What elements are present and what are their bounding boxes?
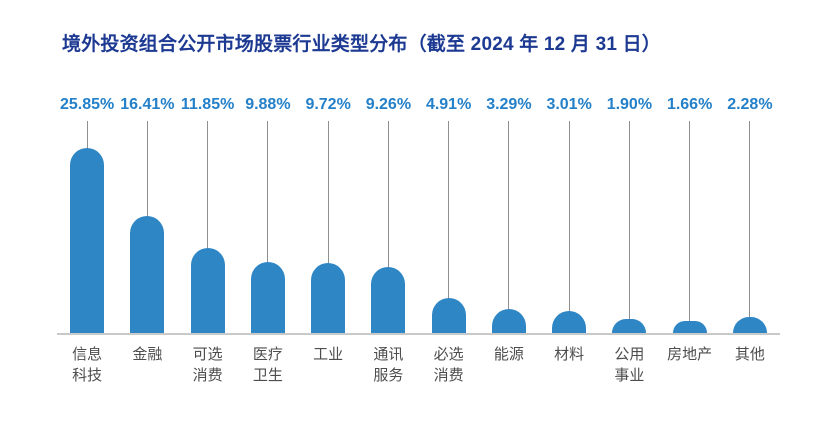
bar-value-label: 16.41% [120,96,175,113]
category-label: 房地产 [667,346,713,363]
bar-value-label: 1.66% [666,96,713,113]
bar-value-label: 4.91% [425,96,472,113]
chart-column: 1.66% [660,96,720,333]
bar-stem-line [267,121,269,265]
chart-column: 9.72% [298,96,358,333]
bar-stem-line [448,121,450,300]
bar-stem-line [207,121,209,251]
bar-value-label: 3.01% [546,96,592,113]
bar-value-label: 9.72% [305,96,351,113]
category-label: 可选 消费 [192,346,223,384]
bar [70,147,105,333]
bar [552,311,587,333]
category-label: 公用 事业 [614,346,645,384]
category-label: 工业 [313,346,344,363]
bar-value-label: 25.85% [59,96,115,113]
bar-stem-line [327,121,329,266]
chart-column: 3.29% [479,96,539,333]
bar [431,297,466,333]
bar-value-label: 9.88% [245,96,291,113]
bar [672,321,707,333]
bar-value-label: 3.29% [486,96,532,113]
bar [371,266,406,333]
bar-stem-line [628,121,630,322]
category-label: 必选 消费 [433,346,464,384]
chart-column: 11.85% [178,96,238,333]
chart-column: 2.28% [720,96,780,333]
bar-chart-plot-area: 25.85% 16.41% 11.85% 9.88% 9.72% 9.26% 4.91% 3.… [57,96,780,335]
chart-title: 境外投资组合公开市场股票行业类型分布（截至 2024 年 12 月 31 日） [62,34,662,55]
category-label: 医疗 卫生 [252,346,283,384]
bar-stem-line [387,121,389,269]
chart-column: 3.01% [539,96,599,333]
category-label: 材料 [554,346,585,363]
category-label: 通讯 服务 [373,346,404,384]
bar-value-label: 11.85% [180,96,235,113]
bar [190,248,225,333]
bar [130,215,165,333]
chart-column: 16.41% [117,96,177,333]
bar [491,309,526,333]
bar-stem-line [508,121,510,312]
bar [311,263,346,333]
bar [732,316,767,333]
bar-value-label: 2.28% [727,96,773,113]
bar-stem-line [749,121,751,319]
bar-stem-line [146,121,148,218]
category-label: 其他 [734,346,765,363]
bar-value-label: 9.26% [365,96,412,113]
chart-column: 25.85% [57,96,117,333]
bar-stem-line [86,121,88,150]
bar-stem-line [689,121,691,324]
category-label: 金融 [132,346,163,363]
bar-stem-line [568,121,570,314]
bar-value-label: 1.90% [606,96,653,113]
category-axis: 信息 科技 金融 可选 消费 医疗 卫生 工业 通讯 服务 必选 消费 能源 材料 公用 事业 房地… [57,344,780,386]
bar [612,319,647,333]
category-label: 信息 科技 [72,346,103,384]
category-label: 能源 [493,346,524,363]
chart-column: 4.91% [419,96,479,333]
chart-column: 9.26% [358,96,418,333]
bar [250,262,285,333]
chart-column: 9.88% [238,96,298,333]
chart-column: 1.90% [599,96,659,333]
